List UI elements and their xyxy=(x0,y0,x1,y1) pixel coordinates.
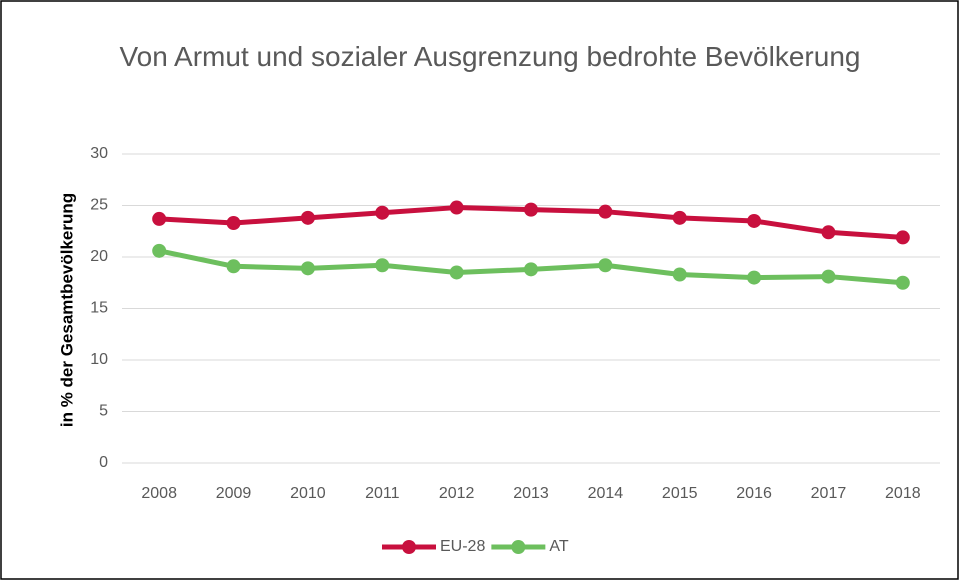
legend-label: AT xyxy=(549,538,568,555)
data-point xyxy=(226,259,241,274)
data-point xyxy=(672,267,687,282)
chart-title: Von Armut und sozialer Ausgrenzung bedro… xyxy=(119,41,861,72)
x-tick-label: 2018 xyxy=(885,485,921,502)
x-tick-label: 2011 xyxy=(365,485,400,502)
x-tick-label: 2017 xyxy=(811,485,847,502)
data-point xyxy=(449,265,464,280)
data-point xyxy=(375,258,390,273)
data-point xyxy=(524,262,538,277)
y-tick-label: 10 xyxy=(90,351,108,368)
y-tick-label: 15 xyxy=(90,300,108,317)
data-point xyxy=(152,211,167,226)
data-point xyxy=(449,200,464,215)
data-point xyxy=(672,210,687,225)
data-point xyxy=(152,243,167,258)
data-point xyxy=(300,210,315,225)
data-point xyxy=(598,258,613,273)
y-tick-label: 30 xyxy=(90,145,108,162)
legend-marker xyxy=(402,540,416,554)
x-tick-label: 2010 xyxy=(290,485,326,502)
data-point xyxy=(747,270,762,285)
y-tick-label: 5 xyxy=(99,403,108,420)
data-point xyxy=(895,230,910,245)
data-point xyxy=(821,225,836,240)
data-point xyxy=(300,261,315,276)
x-tick-label: 2015 xyxy=(662,485,698,502)
y-axis-label: in % der Gesamtbevölkerung xyxy=(57,193,76,427)
legend-marker xyxy=(511,540,526,554)
data-point xyxy=(375,205,390,220)
data-point xyxy=(524,202,538,217)
y-tick-label: 0 xyxy=(99,454,108,471)
x-tick-label: 2009 xyxy=(216,485,252,502)
legend-label: EU-28 xyxy=(440,538,485,555)
x-tick-label: 2012 xyxy=(439,485,475,502)
x-tick-label: 2014 xyxy=(588,485,624,502)
x-tick-label: 2013 xyxy=(513,485,549,502)
data-point xyxy=(747,213,762,228)
data-point xyxy=(226,216,241,231)
y-tick-label: 20 xyxy=(90,248,108,265)
data-point xyxy=(895,275,910,290)
data-point xyxy=(598,204,613,219)
y-tick-label: 25 xyxy=(90,197,108,214)
data-point xyxy=(821,269,836,284)
x-tick-label: 2016 xyxy=(736,485,772,502)
x-tick-label: 2008 xyxy=(141,485,177,502)
